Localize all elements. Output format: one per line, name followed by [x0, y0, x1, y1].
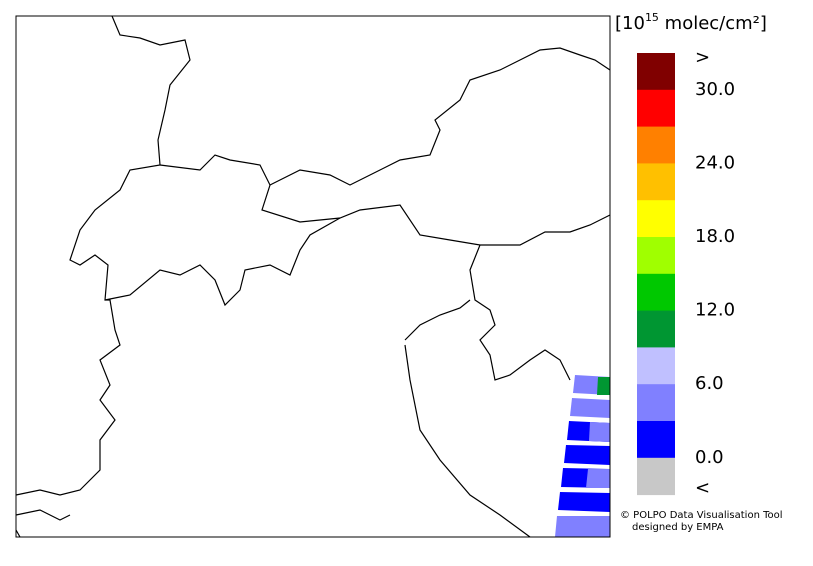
legend-swatch	[637, 457, 675, 496]
map-frame	[15, 15, 611, 538]
legend-swatch	[637, 89, 675, 128]
satellite-pixels	[555, 375, 610, 537]
legend-label: 18.0	[695, 226, 735, 247]
legend-label: 6.0	[695, 373, 724, 394]
legend-label: <	[695, 478, 710, 499]
legend-label: 30.0	[695, 79, 735, 100]
legend-label: 24.0	[695, 152, 735, 173]
borders	[15, 15, 611, 538]
legend-swatch	[637, 237, 675, 275]
unit-exponent: 15	[645, 11, 659, 24]
legend-swatch	[637, 200, 675, 238]
legend-swatch	[637, 126, 675, 164]
legend-swatch	[637, 273, 675, 312]
legend-label: 0.0	[695, 447, 724, 468]
legend-swatch	[637, 384, 675, 422]
legend-label: >	[695, 47, 710, 68]
credit-line: © POLPO Data Visualisation Tool	[620, 510, 783, 521]
legend-label: 12.0	[695, 300, 735, 321]
unit-open: [10	[615, 13, 645, 34]
legend-swatch	[637, 421, 675, 459]
unit-label: [1015 molec/cm²]	[615, 11, 767, 34]
legend-swatch	[637, 53, 675, 91]
unit-rest: molec/cm²]	[659, 13, 767, 34]
legend-swatch	[637, 310, 675, 348]
legend: >30.0 24.0 18.0 12.0 6.0 0.0 <	[637, 47, 735, 499]
legend-swatch	[637, 347, 675, 385]
legend-swatch	[637, 163, 675, 201]
credit-line: designed by EMPA	[632, 522, 724, 533]
